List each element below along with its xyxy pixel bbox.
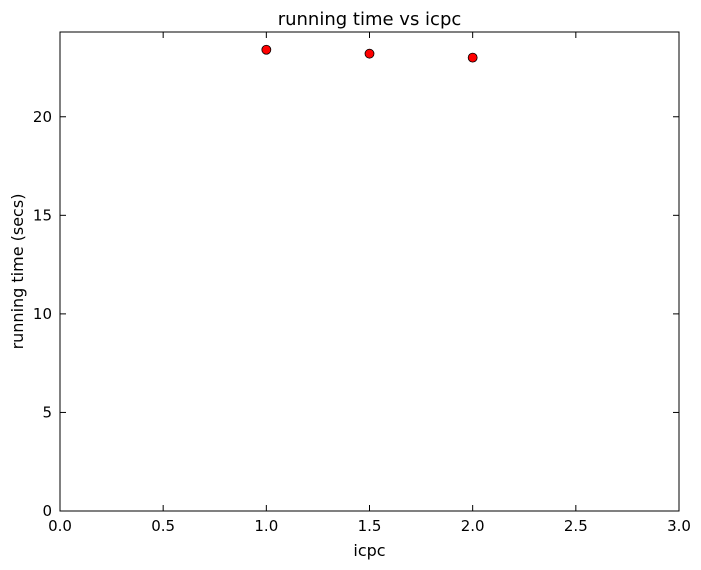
y-tick-label: 10 (33, 305, 52, 323)
x-axis-label: icpc (353, 541, 385, 560)
y-tick-label: 5 (42, 403, 52, 421)
data-point (364, 48, 375, 59)
data-points (261, 44, 478, 63)
chart-title: running time vs icpc (278, 9, 462, 30)
x-tick-label: 0.0 (48, 517, 72, 535)
plot-area (59, 31, 680, 512)
x-tick-label: 2.0 (461, 517, 485, 535)
data-point (467, 52, 478, 63)
y-axis-ticks: 0 5 10 15 20 (33, 108, 679, 520)
y-tick-label: 15 (33, 206, 52, 224)
x-tick-label: 3.0 (667, 517, 691, 535)
x-tick-label: 1.0 (254, 517, 278, 535)
y-axis-label: running time (secs) (8, 194, 27, 350)
x-tick-label: 1.5 (358, 517, 382, 535)
x-tick-label: 2.5 (564, 517, 588, 535)
y-tick-label: 20 (33, 108, 52, 126)
x-axis-ticks: 0.0 0.5 1.0 1.5 2.0 2.5 3.0 (48, 32, 691, 535)
data-point (261, 44, 272, 55)
y-tick-label: 0 (42, 502, 52, 520)
x-tick-label: 0.5 (151, 517, 175, 535)
